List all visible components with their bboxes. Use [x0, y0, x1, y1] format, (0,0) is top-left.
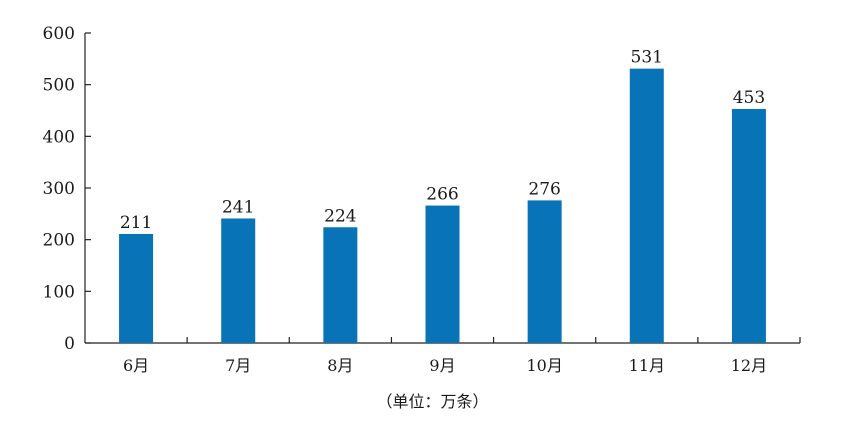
bar-value-label: 224 [324, 206, 356, 226]
y-axis-ticks: 0 100 200 300 400 500 600 [43, 24, 91, 354]
x-tick-label: 9月 [429, 356, 455, 375]
y-tick-label: 100 [43, 282, 75, 302]
bar-value-label: 276 [528, 179, 560, 199]
bar [119, 233, 154, 343]
data-labels: 211 241 224 266 276 531 453 [120, 48, 765, 233]
x-tick-label: 10月 [526, 356, 562, 375]
x-tick-label: 7月 [225, 356, 251, 375]
bar-value-label: 453 [733, 88, 765, 108]
x-tick-label: 12月 [731, 356, 767, 375]
x-axis-labels: 6月 7月 8月 9月 10月 11月 12月 [123, 356, 767, 375]
y-tick-label: 600 [43, 24, 75, 44]
y-tick-label: 500 [43, 76, 75, 96]
y-tick-label: 200 [43, 231, 75, 251]
bar [221, 218, 256, 343]
y-tick-label: 300 [43, 179, 75, 199]
bar [323, 227, 358, 343]
x-tick-label: 6月 [123, 356, 149, 375]
bar [731, 108, 766, 343]
y-tick-label: 400 [43, 127, 75, 147]
bar [629, 68, 664, 344]
bar-value-label: 531 [631, 48, 663, 68]
bars [119, 68, 766, 344]
bar-value-label: 266 [426, 185, 458, 205]
bar [527, 200, 562, 343]
y-tick-label: 0 [64, 334, 75, 354]
x-tick-label: 11月 [629, 356, 665, 375]
bar-value-label: 241 [222, 197, 254, 217]
x-tick-label: 8月 [327, 356, 353, 375]
bar [425, 205, 460, 343]
bar-value-label: 211 [120, 213, 152, 233]
unit-caption: （单位：万条） [376, 392, 489, 411]
